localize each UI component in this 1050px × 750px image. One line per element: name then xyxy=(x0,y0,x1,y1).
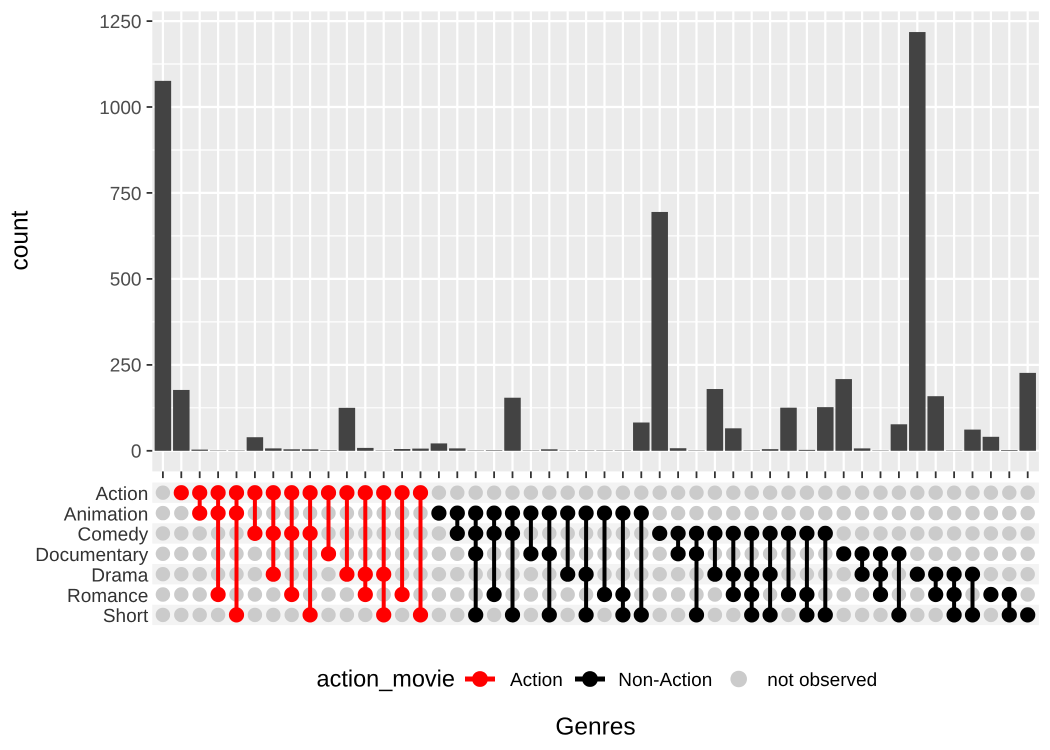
svg-text:count: count xyxy=(7,210,34,270)
svg-text:1250: 1250 xyxy=(99,12,141,33)
svg-text:not observed: not observed xyxy=(767,670,877,691)
svg-text:750: 750 xyxy=(110,184,142,205)
svg-text:Drama: Drama xyxy=(91,565,148,586)
svg-text:Non-Action: Non-Action xyxy=(618,670,712,691)
svg-text:Romance: Romance xyxy=(67,586,148,607)
svg-text:0: 0 xyxy=(131,442,142,463)
svg-text:Action: Action xyxy=(510,670,563,691)
svg-text:1000: 1000 xyxy=(99,98,141,119)
svg-text:Comedy: Comedy xyxy=(78,525,149,546)
svg-text:action_movie: action_movie xyxy=(317,665,455,691)
svg-text:Short: Short xyxy=(103,606,149,627)
svg-text:Genres: Genres xyxy=(555,713,635,740)
svg-text:Documentary: Documentary xyxy=(35,545,148,566)
svg-text:250: 250 xyxy=(110,356,142,377)
svg-text:500: 500 xyxy=(110,270,142,291)
svg-text:Animation: Animation xyxy=(64,504,149,525)
svg-text:Action: Action xyxy=(95,484,148,505)
